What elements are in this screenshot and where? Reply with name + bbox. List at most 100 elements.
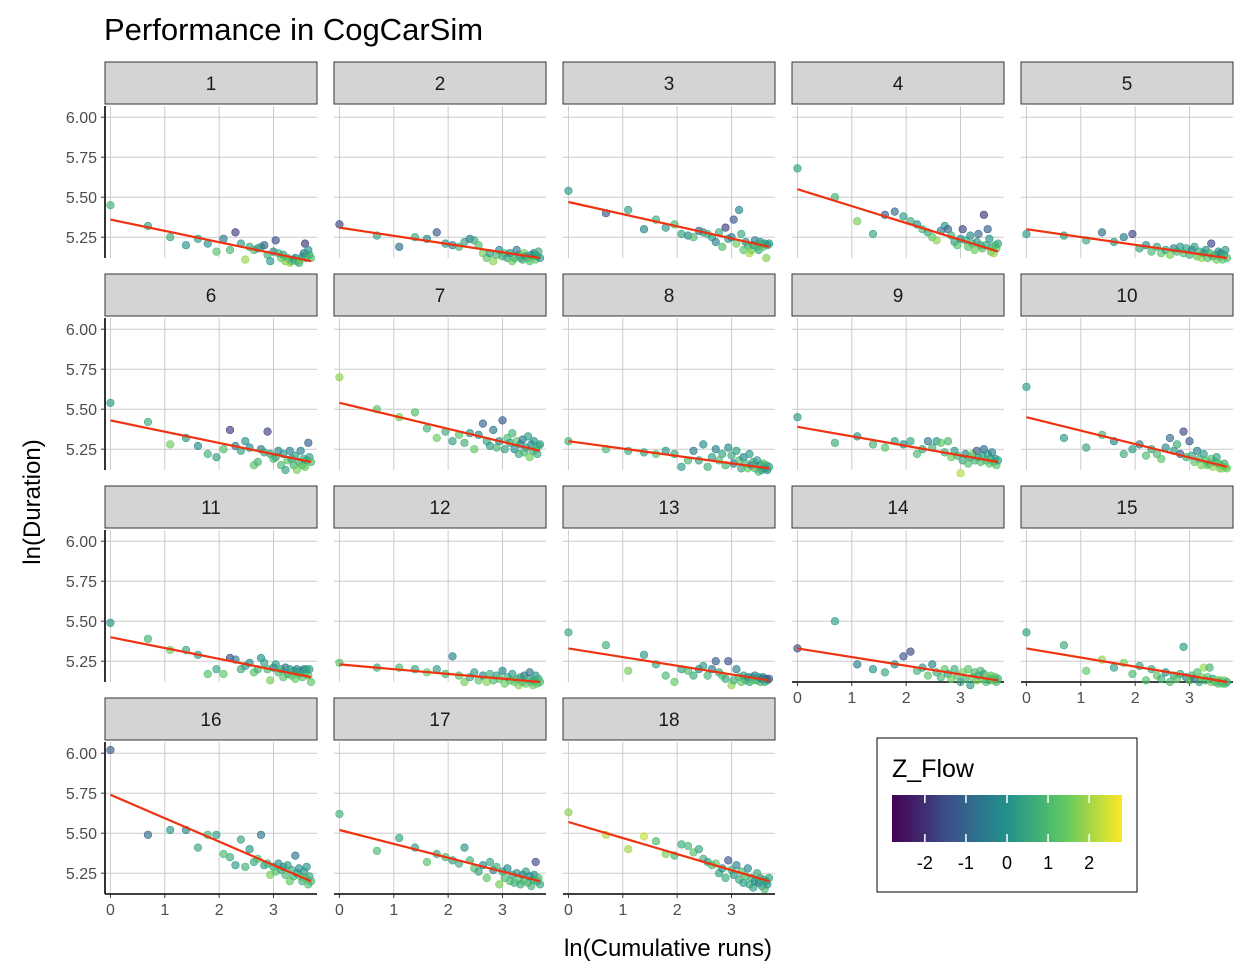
data-point [1128,229,1137,239]
data-point [743,864,752,873]
data-point [212,247,221,256]
x-tick-label: 2 [215,902,224,919]
trend-line [339,828,541,883]
data-point [236,835,245,844]
data-point [523,432,533,441]
x-tick-label: 1 [1076,690,1085,707]
facet-strip-label: 17 [429,710,450,731]
data-point [292,465,301,475]
data-point [266,257,275,266]
data-point [964,665,973,674]
data-point [395,242,404,251]
data-point [372,846,382,855]
facet-strip [1020,485,1234,529]
x-tick-label: 1 [389,902,398,919]
facet-strip [791,485,1005,529]
data-point [260,241,269,250]
facet-strip-label: 2 [435,74,446,95]
data-point [564,628,573,637]
panel-grid [105,106,317,258]
data-point [762,253,771,263]
x-tick-label: 2 [902,690,911,707]
y-tick-label: 5.50 [66,614,97,631]
data-point [923,437,932,446]
data-point [724,856,733,865]
data-point [143,830,153,839]
y-tick-label: 6.00 [66,322,97,339]
data-point [1207,239,1216,248]
data-point [241,437,250,446]
data-point [106,398,115,407]
facet-panel-2: 2 [333,61,547,266]
data-point [460,843,469,852]
data-point [296,446,305,455]
trend-line [797,647,999,682]
data-point [928,660,937,669]
data-point [732,665,741,674]
trend-line [339,663,541,684]
trend-line [1026,647,1228,684]
data-point [1128,669,1137,679]
data-point [624,845,633,854]
data-point [1097,228,1107,237]
data-point [489,257,498,266]
facet-strip-label: 9 [893,286,904,307]
facet-strip [562,485,776,529]
data-point [1165,250,1175,259]
chart-title: Performance in CogCarSim [104,12,483,47]
data-point [732,446,741,455]
data-point [639,650,649,659]
legend-tick-label: -1 [958,853,974,873]
panel-grid [334,530,546,682]
facet-strip [1020,273,1234,317]
x-tick-label: 2 [1131,690,1140,707]
data-point [478,419,488,428]
data-point [677,462,686,471]
facet-strip-label: 10 [1116,286,1137,307]
data-point [533,449,542,459]
facet-panel-16: 16 5.25 5.50 5.75 6.00 0 1 2 3 [66,697,318,919]
data-point [106,618,115,627]
facet-strip-label: 16 [200,710,221,731]
data-point [212,453,221,462]
data-point [1141,676,1151,685]
data-point [936,673,946,682]
data-point [694,845,703,854]
facet-panel-3: 3 [562,61,776,263]
data-point [721,674,730,683]
facet-panel-8: 8 [562,273,776,476]
facet-strip [333,61,547,105]
trend-line [568,647,770,682]
data-point [732,861,741,870]
data-point [482,873,491,883]
data-point [880,443,890,452]
data-point [958,225,967,234]
panel-grid [792,318,1004,470]
facet-strip-label: 1 [206,74,217,95]
y-tick-label: 5.75 [66,362,97,379]
data-point [460,677,469,687]
panel-grid [1021,318,1233,470]
data-point [143,417,153,427]
data-point [979,210,988,219]
facet-strip-label: 12 [429,498,450,519]
data-point [395,833,404,843]
trend-line [110,793,312,883]
data-point [923,671,932,680]
data-point [448,437,457,446]
data-point [219,445,228,454]
data-point [727,451,736,460]
data-point [166,440,175,449]
facet-strip-label: 13 [658,498,679,519]
panel-grid [334,106,546,258]
facet-strip [562,273,776,317]
data-point [936,438,946,447]
data-point [253,457,262,467]
legend-tick-label: 2 [1084,853,1094,873]
data-point [987,448,997,457]
data-point [231,228,240,237]
facet-panel-11: 11 5.25 5.50 5.75 6.00 [66,485,318,687]
data-point [718,449,727,459]
trend-line [568,200,770,248]
panel-points [335,809,545,891]
